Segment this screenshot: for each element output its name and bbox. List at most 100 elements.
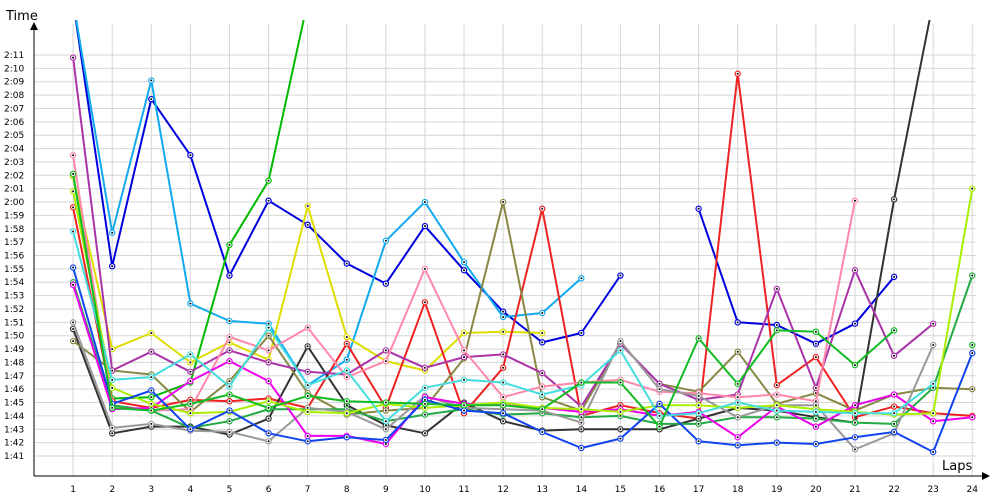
data-point-center <box>893 275 896 278</box>
data-point-center <box>697 404 700 407</box>
x-axis-arrow-icon <box>982 472 990 480</box>
y-tick-label: 1:49 <box>4 345 24 355</box>
data-point-center <box>384 401 387 404</box>
data-point-center <box>853 412 856 415</box>
data-point-center <box>384 239 387 242</box>
data-point-center <box>814 386 817 389</box>
data-point-center <box>423 432 426 435</box>
data-point-center <box>502 381 505 384</box>
data-point-center <box>463 378 466 381</box>
x-tick-label: 4 <box>188 485 194 495</box>
data-point-center <box>267 432 270 435</box>
y-tick-label: 1:44 <box>4 412 24 422</box>
series-line <box>72 267 974 453</box>
data-point-center <box>541 385 544 388</box>
data-point-center <box>619 349 622 352</box>
data-point-center <box>971 416 974 419</box>
data-point-center <box>423 267 426 270</box>
y-tick-label: 1:56 <box>4 252 24 262</box>
data-point-center <box>619 410 622 413</box>
y-axis-title: Time <box>5 9 38 24</box>
data-point-center <box>111 426 114 429</box>
y-tick-label: 1:48 <box>4 358 24 368</box>
data-point-center <box>423 201 426 204</box>
data-point-center <box>423 406 426 409</box>
data-point-center <box>697 207 700 210</box>
data-point-center <box>502 201 505 204</box>
data-point-center <box>814 400 817 403</box>
data-point-center <box>228 336 231 339</box>
data-point-center <box>111 406 114 409</box>
data-point-center <box>775 441 778 444</box>
data-point-center <box>189 380 192 383</box>
data-point-center <box>384 424 387 427</box>
data-point-center <box>423 225 426 228</box>
data-point-center <box>150 376 153 379</box>
data-point-center <box>72 206 75 209</box>
data-point-center <box>932 412 935 415</box>
data-point-center <box>345 436 348 439</box>
data-point-center <box>736 444 739 447</box>
data-point-center <box>502 315 505 318</box>
data-point-center <box>150 402 153 405</box>
data-point-center <box>697 440 700 443</box>
data-point-center <box>853 364 856 367</box>
data-point-center <box>228 360 231 363</box>
y-tick-label: 2:01 <box>4 185 24 195</box>
data-point-center <box>502 366 505 369</box>
data-point-center <box>111 369 114 372</box>
data-point-center <box>228 409 231 412</box>
data-point-center <box>150 396 153 399</box>
data-point-center <box>189 412 192 415</box>
series-line <box>697 208 895 345</box>
y-axis-arrow-icon <box>30 22 38 30</box>
x-tick-label: 6 <box>266 485 272 495</box>
data-point-center <box>658 414 661 417</box>
x-tick-label: 12 <box>497 485 508 495</box>
series-7 <box>69 198 976 418</box>
y-tick-label: 1:46 <box>4 385 24 395</box>
data-point-center <box>502 353 505 356</box>
data-point-center <box>775 324 778 327</box>
data-point-center <box>541 341 544 344</box>
data-point-center <box>150 98 153 101</box>
data-point-center <box>775 393 778 396</box>
data-point-center <box>971 388 974 391</box>
series-line <box>72 72 973 420</box>
data-point-center <box>580 332 583 335</box>
data-point-center <box>580 277 583 280</box>
data-point-center <box>697 412 700 415</box>
data-point-center <box>267 334 270 337</box>
series-lines <box>69 20 976 456</box>
data-point-center <box>72 283 75 286</box>
x-tick-label: 17 <box>693 485 704 495</box>
x-tick-label: 22 <box>888 485 899 495</box>
series-line <box>72 173 895 428</box>
x-tick-label: 23 <box>927 485 938 495</box>
data-point-center <box>423 301 426 304</box>
data-point-center <box>853 448 856 451</box>
data-point-center <box>72 321 75 324</box>
x-tick-label: 18 <box>732 485 744 495</box>
data-point-center <box>111 231 114 234</box>
y-tick-label: 2:10 <box>4 64 24 74</box>
data-point-center <box>228 385 231 388</box>
y-tick-label: 1:41 <box>4 452 24 462</box>
data-point-center <box>111 378 114 381</box>
data-point-center <box>189 408 192 411</box>
data-point-center <box>893 198 896 201</box>
data-point-center <box>384 420 387 423</box>
data-point-center <box>463 332 466 335</box>
data-point-center <box>619 414 622 417</box>
y-tick-label: 1:47 <box>4 372 24 382</box>
data-point-center <box>463 261 466 264</box>
data-point-center <box>306 410 309 413</box>
data-point-center <box>384 282 387 285</box>
data-point-center <box>345 412 348 415</box>
data-point-center <box>814 442 817 445</box>
data-point-center <box>932 322 935 325</box>
data-point-center <box>736 416 739 419</box>
data-point-center <box>697 398 700 401</box>
data-point-center <box>658 425 661 428</box>
data-point-center <box>189 154 192 157</box>
